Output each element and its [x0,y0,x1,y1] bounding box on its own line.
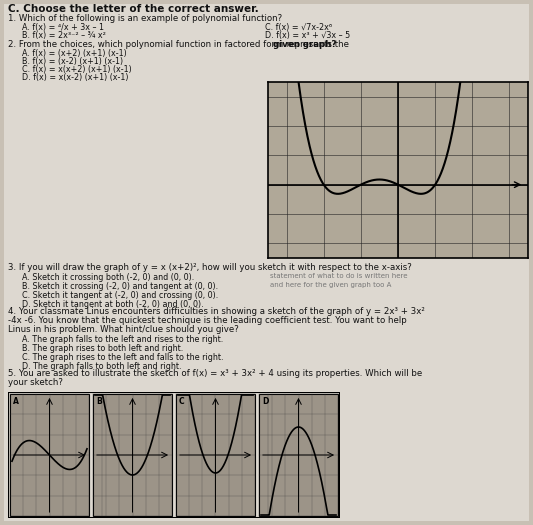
Text: A: A [13,397,19,406]
Text: your sketch?: your sketch? [8,378,63,387]
Text: D. f(x) = x(x-2) (x+1) (x-1): D. f(x) = x(x-2) (x+1) (x-1) [22,73,128,82]
Text: B. Sketch it crossing (-2, 0) and tangent at (0, 0).: B. Sketch it crossing (-2, 0) and tangen… [22,282,218,291]
Text: C. Sketch it tangent at (-2, 0) and crossing (0, 0).: C. Sketch it tangent at (-2, 0) and cros… [22,291,218,300]
Text: given graph?: given graph? [273,40,336,49]
Text: A. The graph falls to the left and rises to the right.: A. The graph falls to the left and rises… [22,335,223,344]
Text: C. f(x) = x(x+2) (x+1) (x-1): C. f(x) = x(x+2) (x+1) (x-1) [22,65,132,74]
Text: 1. Which of the following is an example of polynomial function?: 1. Which of the following is an example … [8,14,282,23]
Text: 3. If you will draw the graph of y = x (x+2)², how will you sketch it with respe: 3. If you will draw the graph of y = x (… [8,263,412,272]
Text: C. The graph rises to the left and falls to the right.: C. The graph rises to the left and falls… [22,353,223,362]
Text: B: B [96,397,102,406]
Bar [93,394,172,516]
Text: Linus in his problem. What hint/clue should you give?: Linus in his problem. What hint/clue sho… [8,325,239,334]
Text: statement of what to do is written here: statement of what to do is written here [270,273,408,279]
Text: D: D [262,397,269,406]
Text: B. f(x) = 2x³⁻² – ¾ x²: B. f(x) = 2x³⁻² – ¾ x² [22,31,106,40]
Text: D. f(x) = x³ + √3x – 5: D. f(x) = x³ + √3x – 5 [265,31,350,40]
Bar [10,394,89,516]
Text: -4x -6. You know that the quickest technique is the leading coefficient test. Yo: -4x -6. You know that the quickest techn… [8,316,407,325]
Text: D. Sketch it tangent at both (-2, 0) and (0, 0).: D. Sketch it tangent at both (-2, 0) and… [22,300,204,309]
Bar [176,394,255,516]
Text: 2. From the choices, which polynomial function in factored form represents the: 2. From the choices, which polynomial fu… [8,40,352,49]
Bar [259,394,338,516]
Text: C. f(x) = √7x-2x⁶: C. f(x) = √7x-2x⁶ [265,23,332,32]
Text: A. f(x) = ⁴/x + 3x – 1: A. f(x) = ⁴/x + 3x – 1 [22,23,104,32]
Text: 4. Your classmate Linus encounters difficulties in showing a sketch of the graph: 4. Your classmate Linus encounters diffi… [8,307,425,316]
Text: D. The graph falls to both left and right.: D. The graph falls to both left and righ… [22,362,182,371]
Text: C. Choose the letter of the correct answer.: C. Choose the letter of the correct answ… [8,4,259,14]
Text: A. Sketch it crossing both (-2, 0) and (0, 0).: A. Sketch it crossing both (-2, 0) and (… [22,273,194,282]
Text: B. f(x) = (x-2) (x+1) (x-1): B. f(x) = (x-2) (x+1) (x-1) [22,57,123,66]
Text: C: C [179,397,184,406]
Text: 5. You are asked to illustrate the sketch of f(x) = x³ + 3x² + 4 using its prope: 5. You are asked to illustrate the sketc… [8,369,422,378]
Text: A. f(x) = (x+2) (x+1) (x-1): A. f(x) = (x+2) (x+1) (x-1) [22,49,127,58]
Text: B. The graph rises to both left and right.: B. The graph rises to both left and righ… [22,344,183,353]
Text: and here for the given graph too A: and here for the given graph too A [270,282,391,288]
